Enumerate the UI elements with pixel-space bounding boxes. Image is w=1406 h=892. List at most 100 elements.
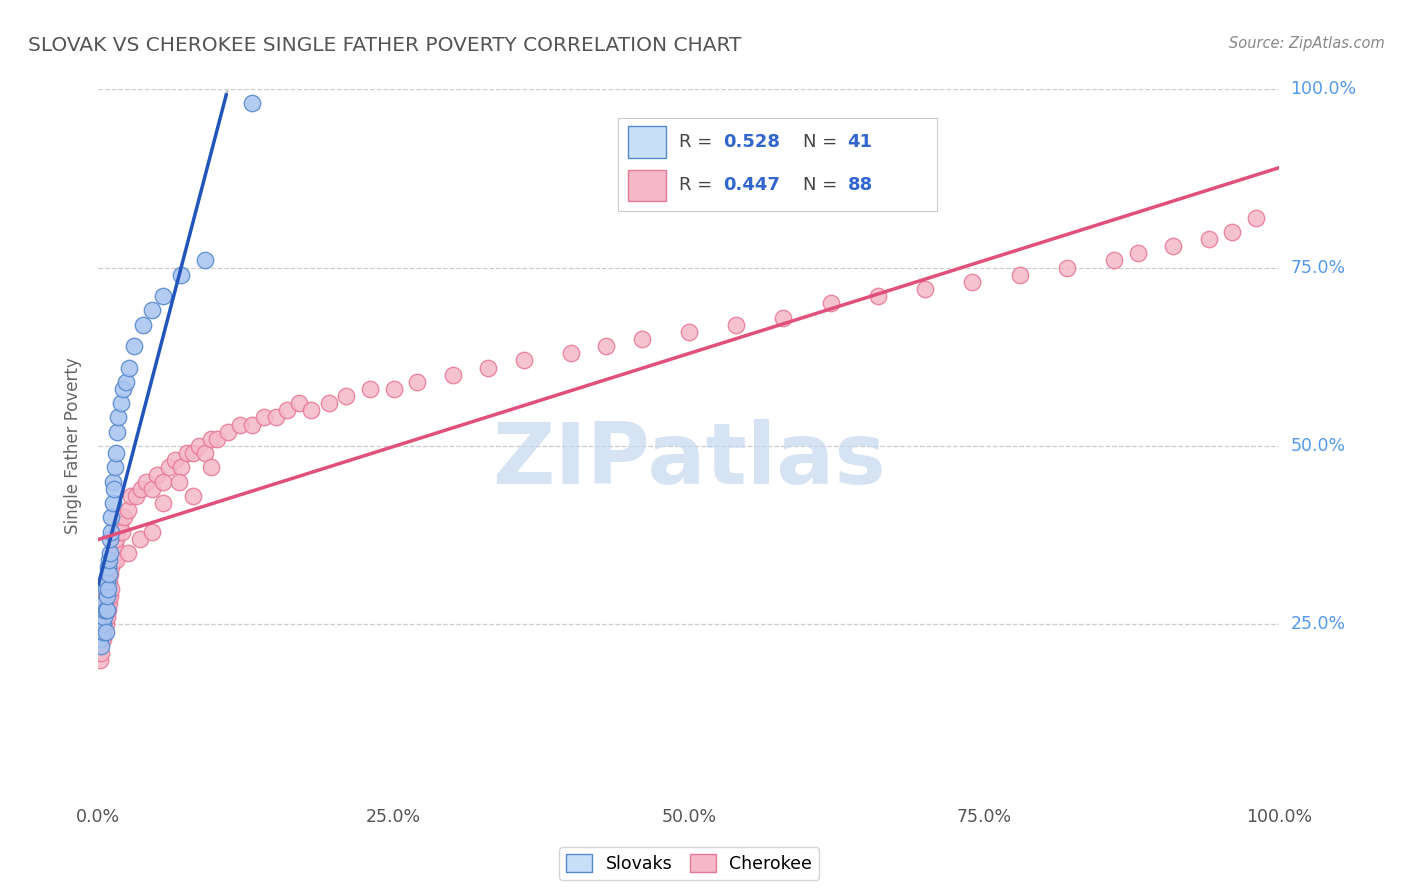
Point xyxy=(105,532,128,546)
Point xyxy=(112,382,135,396)
Point xyxy=(181,446,204,460)
Point xyxy=(100,524,122,539)
Bar xyxy=(627,169,666,202)
Point xyxy=(103,539,125,553)
Text: 41: 41 xyxy=(848,133,873,151)
Point xyxy=(93,624,115,639)
Point xyxy=(98,567,121,582)
Point xyxy=(94,624,117,639)
Point xyxy=(176,446,198,460)
Point xyxy=(240,417,263,432)
Point xyxy=(122,339,145,353)
Point xyxy=(1102,253,1125,268)
Point xyxy=(98,553,121,567)
Point xyxy=(100,582,122,596)
Point xyxy=(93,610,115,624)
Point xyxy=(630,332,652,346)
Point xyxy=(94,603,117,617)
Point xyxy=(103,482,125,496)
Point xyxy=(105,425,128,439)
Point xyxy=(108,517,131,532)
Point xyxy=(240,96,263,111)
Point xyxy=(97,589,120,603)
Point xyxy=(595,339,617,353)
Point xyxy=(477,360,499,375)
Point xyxy=(96,603,118,617)
Point xyxy=(276,403,298,417)
Point xyxy=(121,489,143,503)
Point xyxy=(205,432,228,446)
Point xyxy=(90,639,112,653)
Text: ZIPatlas: ZIPatlas xyxy=(492,418,886,502)
Point xyxy=(253,410,276,425)
Point xyxy=(170,460,193,475)
Text: R =: R = xyxy=(679,133,717,151)
Point xyxy=(229,417,252,432)
Point xyxy=(97,560,120,574)
Point xyxy=(1161,239,1184,253)
Point xyxy=(112,510,135,524)
Legend: Slovaks, Cherokee: Slovaks, Cherokee xyxy=(558,847,820,880)
Point xyxy=(318,396,340,410)
Point xyxy=(264,410,287,425)
Text: 75.0%: 75.0% xyxy=(1291,259,1346,277)
Point xyxy=(820,296,842,310)
Point xyxy=(194,253,217,268)
Point xyxy=(93,610,115,624)
Text: 25.0%: 25.0% xyxy=(1291,615,1346,633)
Point xyxy=(98,546,121,560)
Point xyxy=(382,382,405,396)
Point xyxy=(194,446,217,460)
Point xyxy=(101,475,124,489)
Text: R =: R = xyxy=(679,177,717,194)
Point xyxy=(93,596,115,610)
Point xyxy=(91,632,114,646)
Point xyxy=(98,567,121,582)
Point xyxy=(1220,225,1243,239)
Point xyxy=(110,396,132,410)
Point xyxy=(90,646,112,660)
Text: 0.528: 0.528 xyxy=(723,133,780,151)
Point xyxy=(96,574,118,589)
Point xyxy=(114,375,136,389)
Text: SLOVAK VS CHEROKEE SINGLE FATHER POVERTY CORRELATION CHART: SLOVAK VS CHEROKEE SINGLE FATHER POVERTY… xyxy=(28,36,741,54)
Point xyxy=(98,596,121,610)
Point xyxy=(101,553,124,567)
Point xyxy=(107,410,129,425)
Point xyxy=(91,617,114,632)
Point xyxy=(105,553,128,567)
Text: N =: N = xyxy=(803,133,844,151)
Point xyxy=(200,460,222,475)
Point xyxy=(101,496,124,510)
Point xyxy=(129,482,152,496)
Point xyxy=(104,460,127,475)
Point xyxy=(91,632,114,646)
Point xyxy=(1198,232,1220,246)
Point xyxy=(89,632,111,646)
Point xyxy=(406,375,429,389)
Point xyxy=(89,653,111,667)
Point xyxy=(359,382,381,396)
Point xyxy=(560,346,582,360)
Point xyxy=(200,432,222,446)
Point xyxy=(117,503,139,517)
Point xyxy=(1056,260,1078,275)
Point xyxy=(97,603,120,617)
Point xyxy=(141,482,163,496)
Point xyxy=(725,318,748,332)
Point xyxy=(170,268,193,282)
Point xyxy=(93,603,115,617)
Point xyxy=(141,524,163,539)
Point xyxy=(288,396,311,410)
Point xyxy=(118,360,141,375)
Point xyxy=(866,289,889,303)
Point xyxy=(132,318,155,332)
Point xyxy=(217,425,239,439)
Point xyxy=(181,489,204,503)
Text: 100.0%: 100.0% xyxy=(1291,80,1357,98)
Point xyxy=(105,446,128,460)
Text: 50.0%: 50.0% xyxy=(1291,437,1346,455)
Point xyxy=(125,489,148,503)
Point xyxy=(441,368,464,382)
Point xyxy=(117,546,139,560)
